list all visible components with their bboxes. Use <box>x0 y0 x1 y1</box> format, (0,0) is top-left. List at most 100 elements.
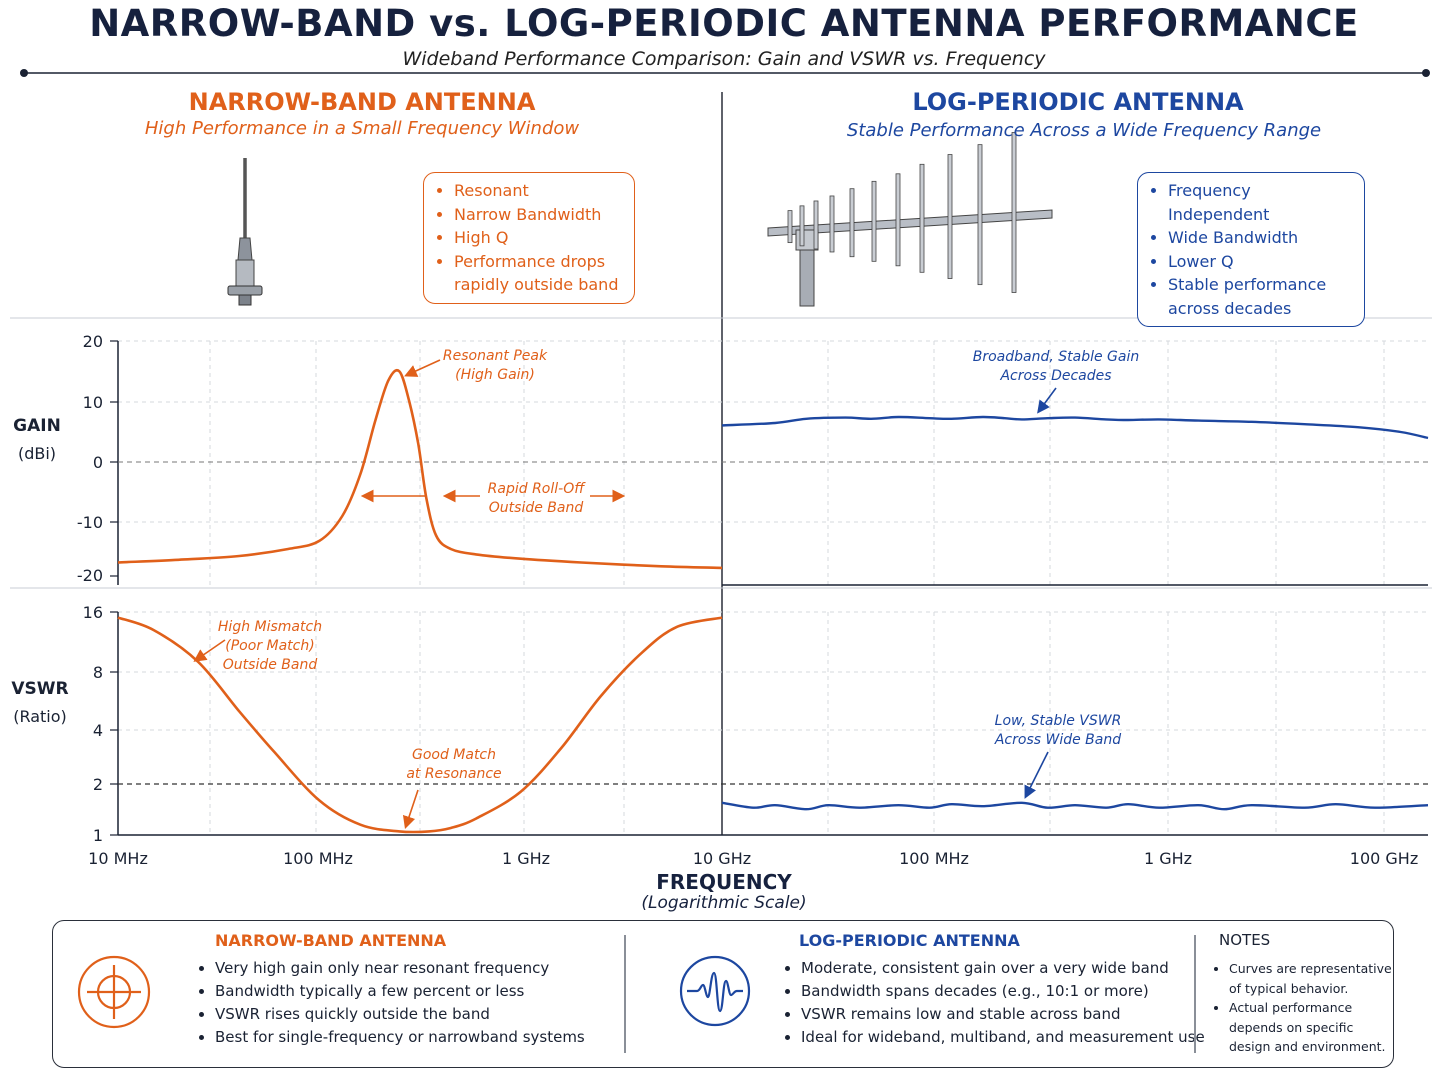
divider-dot-left <box>20 69 28 77</box>
list-item: Very high gain only near resonant freque… <box>215 957 635 980</box>
x-tick-label: 100 GHz <box>1349 849 1419 868</box>
feature-item: Resonant <box>454 179 620 203</box>
list-item: Best for single-frequency or narrowband … <box>215 1026 635 1049</box>
gain-tick-10: 10 <box>83 393 103 412</box>
lpda-element <box>977 144 983 286</box>
lpda-element <box>895 173 901 267</box>
gain-tick-0: 0 <box>93 453 103 472</box>
notes-heading: NOTES <box>1219 931 1271 949</box>
annotation-line: (High Gain) <box>455 367 535 383</box>
annotation-line: Outside Band <box>222 657 318 673</box>
annotation-line: Rapid Roll-Off <box>487 481 585 497</box>
arrow-good-match <box>402 789 419 830</box>
summary-divider <box>624 935 626 1053</box>
feature-item: Stable performance across decades <box>1168 273 1350 320</box>
list-item: Bandwidth typically a few percent or les… <box>215 980 635 1003</box>
feature-item: High Q <box>454 226 620 250</box>
crosshair-icon <box>77 955 151 1029</box>
summary-logperiodic-heading: LOG-PERIODIC ANTENNA <box>799 931 1020 950</box>
vswr-axis-unit: (Ratio) <box>13 707 67 726</box>
annotation-line: Low, Stable VSWR <box>994 713 1122 729</box>
arrow-stable-vswr <box>1024 751 1049 799</box>
x-tick-label: 10 GHz <box>692 849 752 868</box>
summary-narrowband-list: Very high gain only near resonant freque… <box>197 957 635 1049</box>
annotation-line: (Poor Match) <box>225 638 315 654</box>
list-item: Ideal for wideband, multiband, and measu… <box>801 1026 1221 1049</box>
annotation-line: Outside Band <box>488 500 584 516</box>
vswr-tick-1: 1 <box>93 826 103 845</box>
lpda-element <box>799 205 805 247</box>
annotation-stable-vswr: Low, Stable VSWR Across Wide Band <box>978 712 1138 750</box>
vswr-tick-16: 16 <box>83 603 103 622</box>
annotation-line: at Resonance <box>406 766 502 782</box>
lpda-element <box>787 210 793 244</box>
log-periodic-antenna-illustration <box>767 132 1053 307</box>
annotation-arrows <box>193 359 1057 830</box>
vswr-tick-2: 2 <box>93 775 103 794</box>
waveform-icon <box>679 955 751 1027</box>
summary-divider <box>1194 935 1196 1053</box>
narrowband-heading: NARROW-BAND ANTENNA <box>188 88 536 116</box>
x-tick-label: 100 MHz <box>899 849 969 868</box>
gain-axis-label: GAIN <box>13 416 61 436</box>
annotation-line: High Mismatch <box>217 619 323 635</box>
vswr-tick-4: 4 <box>93 721 103 740</box>
chart-canvas: 20 10 0 -10 -20 16 8 4 2 1 <box>10 69 1432 845</box>
notes-list: Curves are representative of typical beh… <box>1215 959 1397 1057</box>
annotation-good-match: Good Match at Resonance <box>392 746 516 784</box>
lpda-element <box>871 180 877 262</box>
lpda-element <box>947 154 953 279</box>
summary-narrowband-heading: NARROW-BAND ANTENNA <box>215 931 447 950</box>
x-tick-label: 1 GHz <box>501 849 551 868</box>
list-item: VSWR remains low and stable across band <box>801 1003 1221 1026</box>
annotation-line: Good Match <box>411 747 497 763</box>
narrowband-vswr-series-line <box>117 616 723 834</box>
list-item: Moderate, consistent gain over a very wi… <box>801 957 1221 980</box>
gain-y-tick-labels: 20 10 0 -10 -20 <box>77 332 103 585</box>
arrow-stable-gain <box>1037 387 1057 414</box>
annotation-line: Broadband, Stable Gain <box>972 349 1140 365</box>
feature-item: Wide Bandwidth <box>1168 226 1350 250</box>
feature-item: Performance drops rapidly outside band <box>454 250 620 297</box>
lpda-element <box>919 163 925 273</box>
narrowband-subheading: High Performance in a Small Frequency Wi… <box>144 118 580 139</box>
list-item: Bandwidth spans decades (e.g., 10:1 or m… <box>801 980 1221 1003</box>
x-tick-label: 1 GHz <box>1143 849 1193 868</box>
logperiodic-subheading: Stable Performance Across a Wide Frequen… <box>846 120 1322 141</box>
arrow-high-mismatch <box>193 639 226 662</box>
annotation-high-mismatch: High Mismatch (Poor Match) Outside Band <box>200 618 340 675</box>
lpda-element <box>813 200 819 250</box>
grid-lines <box>118 340 1428 835</box>
narrowband-features-box: Resonant Narrow Bandwidth High Q Perform… <box>423 172 635 304</box>
annotation-rolloff: Rapid Roll-Off Outside Band <box>466 480 606 518</box>
logperiodic-vswr-series-line <box>721 801 1429 811</box>
divider-dot-right <box>1422 69 1430 77</box>
summary-box: NARROW-BAND ANTENNA Very high gain only … <box>52 920 1394 1068</box>
page-title: NARROW-BAND vs. LOG-PERIODIC ANTENNA PER… <box>89 2 1359 45</box>
x-axis-label: FREQUENCY <box>656 870 792 894</box>
lpda-element <box>829 195 835 253</box>
gain-axis-unit: (dBi) <box>17 444 57 463</box>
annotation-line: Across Wide Band <box>994 732 1122 748</box>
vswr-axis-label: VSWR <box>11 679 69 699</box>
annotation-stable-gain: Broadband, Stable Gain Across Decades <box>966 348 1146 386</box>
x-tick-label: 10 MHz <box>88 849 148 868</box>
feature-item: Frequency Independent <box>1168 179 1350 226</box>
annotation-line: Across Decades <box>1000 368 1112 384</box>
lpda-element <box>1011 132 1017 293</box>
logperiodic-gain-series-line <box>721 415 1429 440</box>
x-axis-unit: (Logarithmic Scale) <box>641 893 807 913</box>
list-item: Curves are representative of typical beh… <box>1229 959 1397 998</box>
list-item: VSWR rises quickly outside the band <box>215 1003 635 1026</box>
summary-logperiodic-list: Moderate, consistent gain over a very wi… <box>783 957 1221 1049</box>
feature-item: Lower Q <box>1168 250 1350 274</box>
list-item: Actual performance depends on specific d… <box>1229 998 1397 1057</box>
monopole-antenna-illustration <box>227 158 263 306</box>
vswr-axis <box>110 611 1428 836</box>
vswr-tick-8: 8 <box>93 663 103 682</box>
gain-tick-neg10: -10 <box>77 513 103 532</box>
lpda-element <box>849 188 855 258</box>
annotation-line: Resonant Peak <box>442 348 548 364</box>
page-subtitle: Wideband Performance Comparison: Gain an… <box>402 48 1046 70</box>
x-tick-label: 100 MHz <box>283 849 353 868</box>
